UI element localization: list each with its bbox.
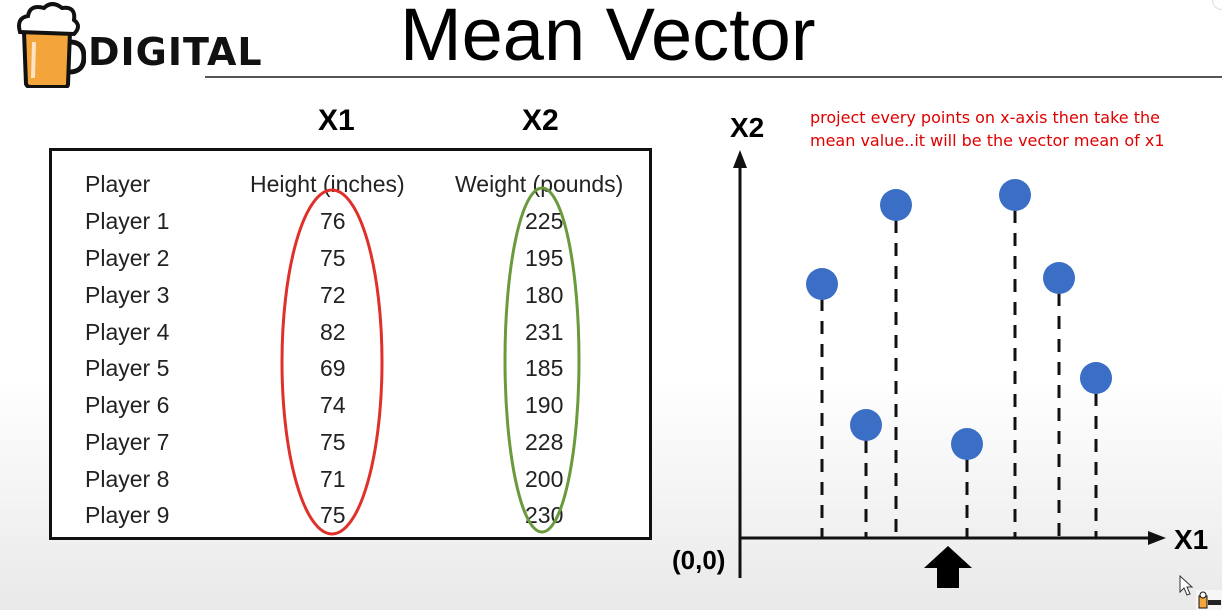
x-axis-arrow-icon — [1148, 531, 1166, 545]
header-divider — [205, 76, 1222, 78]
table-cell-height: 82 — [320, 319, 346, 345]
table-cell-weight: 190 — [525, 392, 564, 418]
table-cell-weight: 180 — [525, 282, 564, 308]
table-cell-player: Player 3 — [85, 282, 170, 308]
table-cell-height: 74 — [320, 392, 346, 418]
table-cell-height: 75 — [320, 502, 346, 528]
table-cell-player: Player 6 — [85, 392, 170, 418]
mean-arrow-icon — [924, 546, 972, 588]
watermark-logo — [1196, 590, 1222, 610]
table-cell-player: Player 8 — [85, 466, 170, 492]
scatter-point — [850, 409, 882, 441]
table-cell-weight: 228 — [525, 429, 564, 455]
beer-mug-icon — [1198, 591, 1221, 609]
player-table: Player Height (inches) Weight (pounds) P… — [49, 148, 652, 540]
page-title: Mean Vector — [400, 0, 816, 76]
annotation-note: project every points on x-axis then take… — [810, 108, 1165, 150]
scatter-point — [806, 268, 838, 300]
table-cell-weight: 231 — [525, 319, 564, 345]
projection-lines — [820, 210, 1098, 538]
digital-logo: DIGITAL — [16, 2, 262, 89]
x1-column-heading: X1 — [318, 104, 355, 137]
table-cell-height: 72 — [320, 282, 346, 308]
table-cell-height: 75 — [320, 245, 346, 271]
table-cell-player: Player 7 — [85, 429, 170, 455]
table-header-player: Player — [85, 171, 151, 197]
table-cell-player: Player 5 — [85, 355, 170, 381]
table-cell-player: Player 4 — [85, 319, 170, 345]
scatter-points — [806, 179, 1112, 460]
scatter-point — [951, 428, 983, 460]
table-cell-weight: 195 — [525, 245, 564, 271]
x2-highlight-ellipse — [503, 186, 581, 534]
y-axis-arrow-icon — [733, 150, 747, 168]
scatter-point — [1043, 262, 1075, 294]
table-cell-height: 75 — [320, 429, 346, 455]
table-cell-height: 76 — [320, 208, 346, 234]
table-header-height: Height (inches) — [250, 171, 405, 197]
logo-text: DIGITAL — [88, 30, 263, 74]
table-cell-height: 71 — [320, 466, 346, 492]
scatter-point — [880, 189, 912, 221]
scatter-point — [999, 179, 1031, 211]
y-axis-label: X2 — [730, 112, 765, 143]
mouse-cursor-icon — [1179, 574, 1194, 596]
scatter-point — [1080, 362, 1112, 394]
table-cell-weight: 185 — [525, 355, 564, 381]
table-cell-weight: 200 — [525, 466, 564, 492]
table-cell-player: Player 1 — [85, 208, 170, 234]
table-cell-player: Player 9 — [85, 502, 170, 528]
table-cell-player: Player 2 — [85, 245, 170, 271]
beer-mug-icon — [17, 2, 87, 89]
table-header-weight: Weight (pounds) — [455, 171, 624, 197]
x-axis-label: X1 — [1174, 524, 1209, 555]
x2-column-heading: X2 — [522, 104, 559, 137]
origin-label: (0,0) — [672, 545, 726, 575]
table-cell-height: 69 — [320, 355, 346, 381]
table-cell-weight: 225 — [525, 208, 564, 234]
x1-highlight-ellipse — [280, 188, 384, 536]
